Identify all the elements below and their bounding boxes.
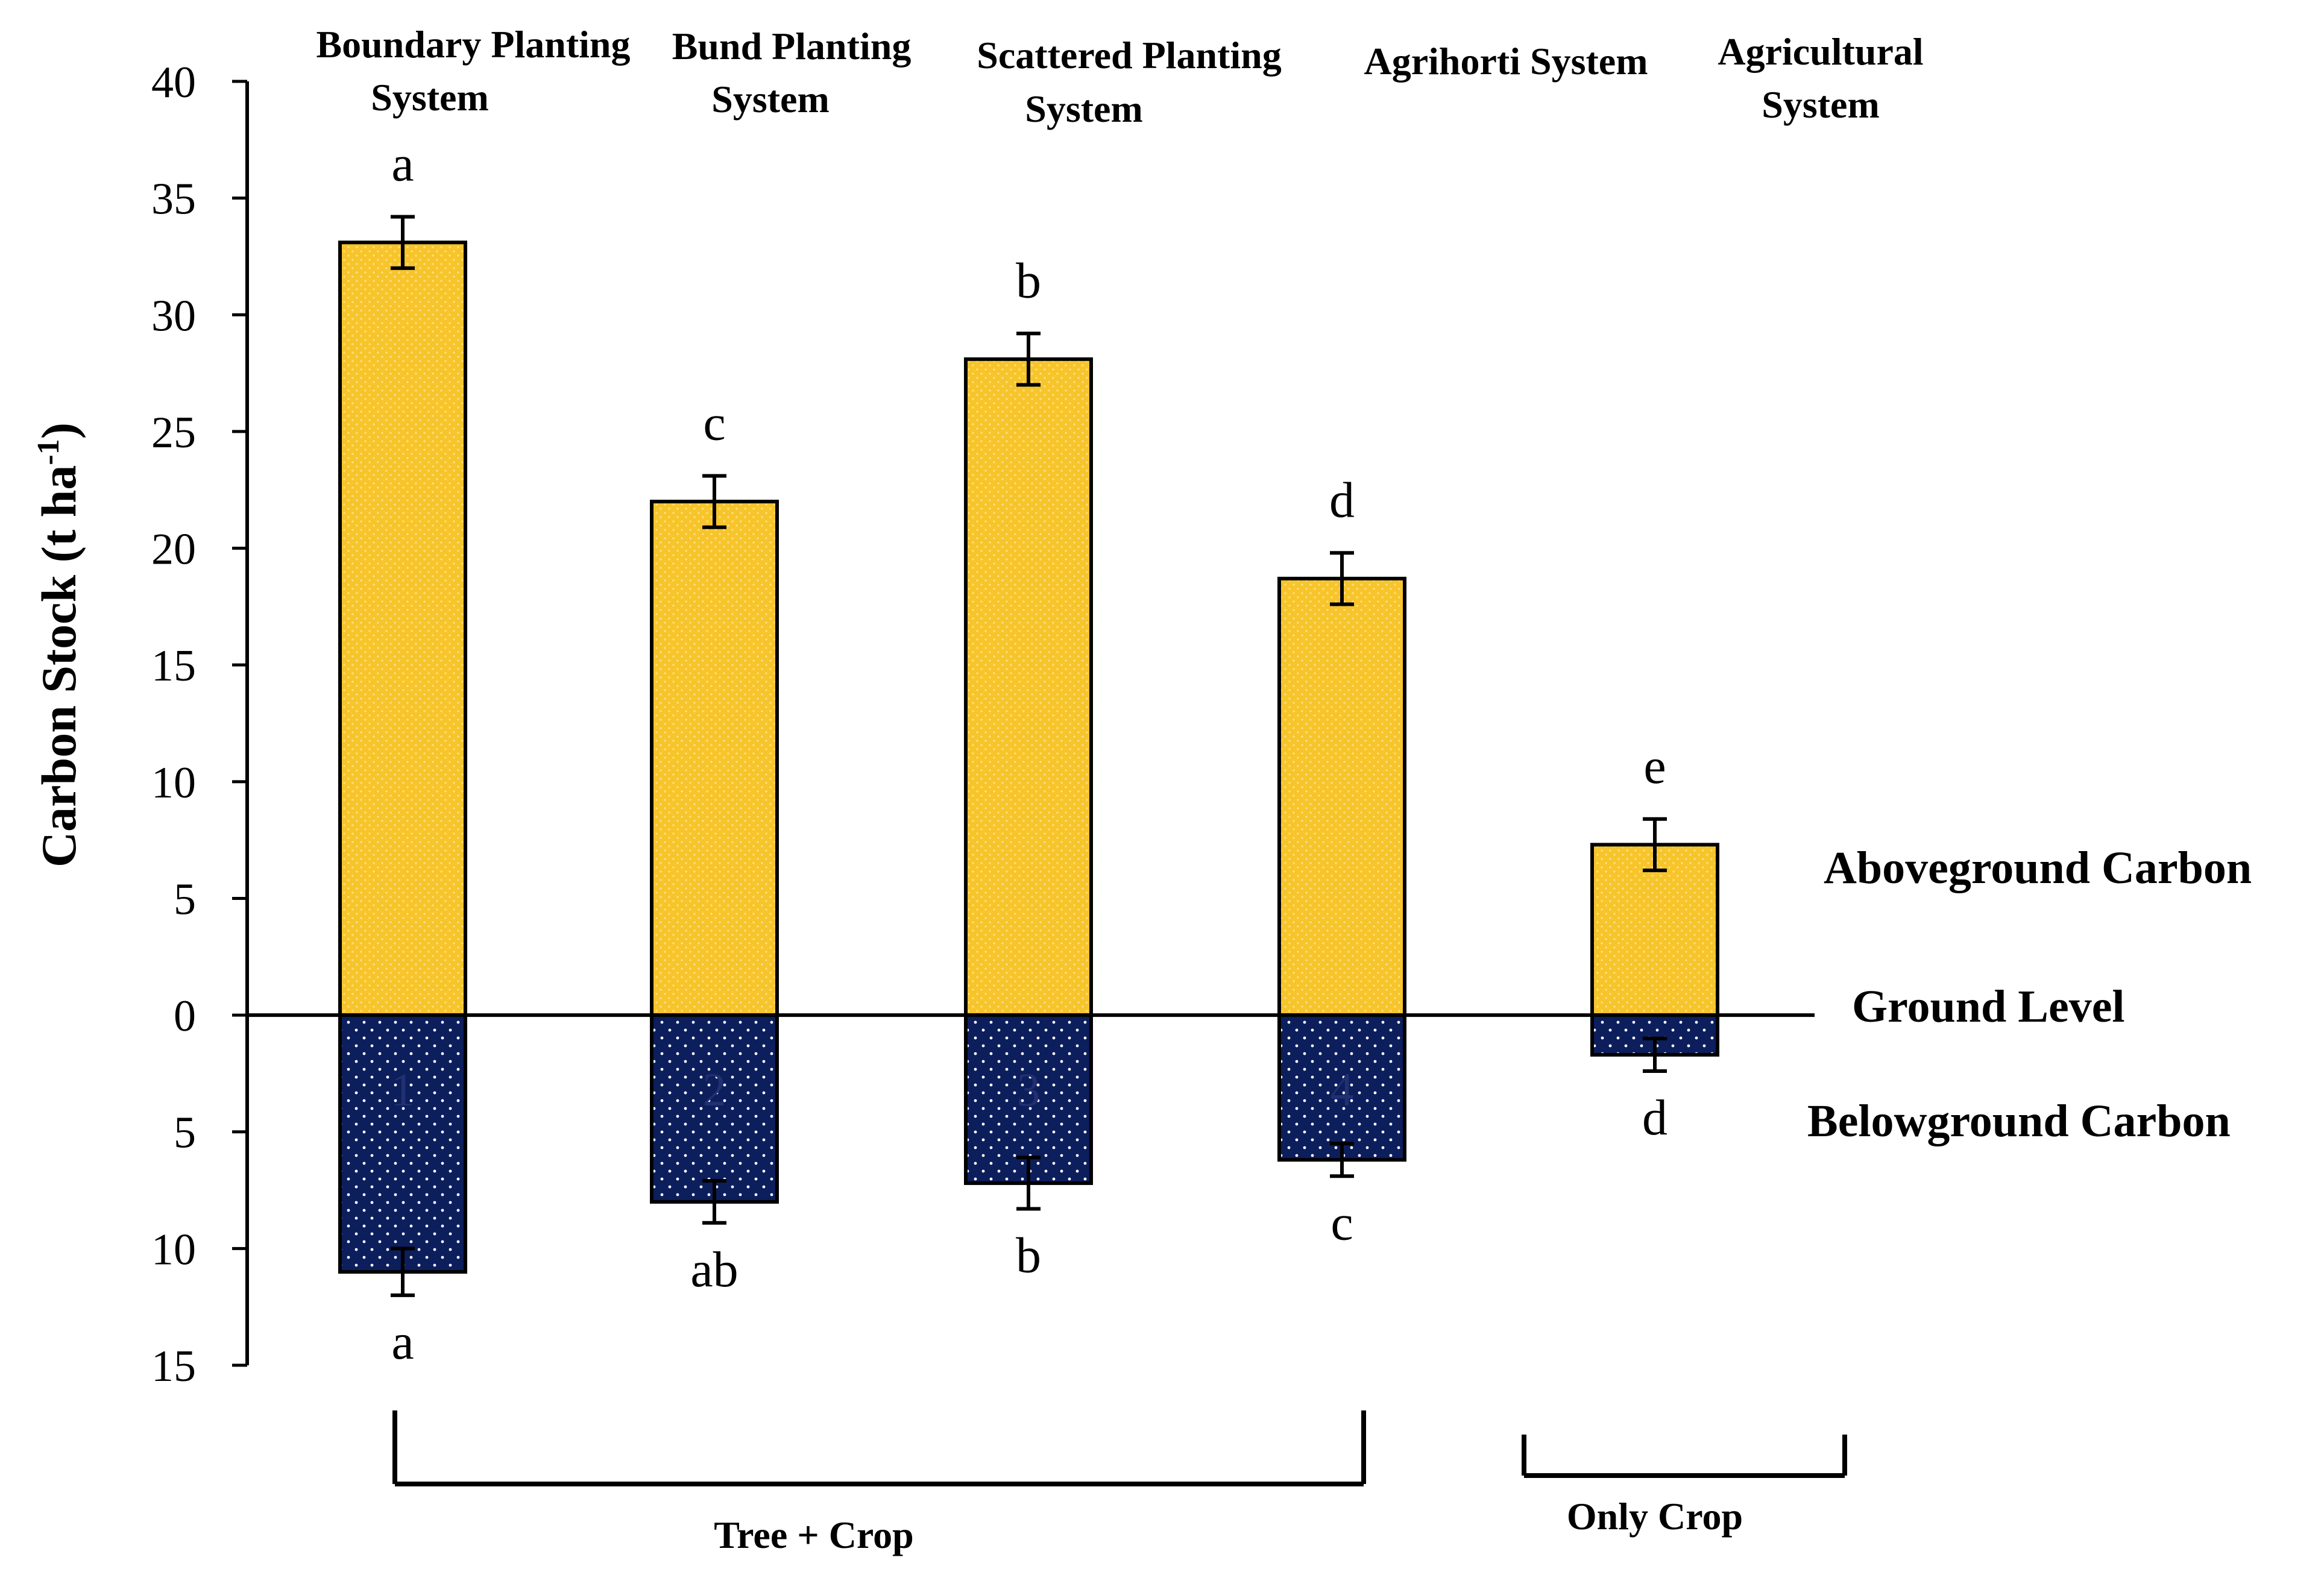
bar-number: 2 bbox=[703, 1063, 726, 1116]
y-tick-label: 15 bbox=[151, 641, 196, 691]
category-label: Boundary Planting bbox=[316, 23, 630, 66]
bar-aboveground bbox=[964, 357, 1093, 1017]
group-label: Tree + Crop bbox=[714, 1514, 914, 1556]
bar-number: 1 bbox=[391, 1063, 415, 1116]
y-tick-label: 20 bbox=[151, 525, 196, 574]
y-tick-label: 15 bbox=[151, 1342, 196, 1391]
category-label: Bund Planting bbox=[672, 25, 912, 68]
y-axis-ticks: 40 35 30 25 20 15 10 5 0 5 10 15 bbox=[151, 58, 247, 1391]
ground-level-label: Ground Level bbox=[1852, 981, 2125, 1032]
y-tick-label: 10 bbox=[151, 1225, 196, 1274]
bar-aboveground bbox=[1277, 576, 1406, 1017]
significance-letter-belowground: ab bbox=[690, 1242, 738, 1298]
y-tick-label: 35 bbox=[151, 175, 196, 224]
category-label: Scattered Planting bbox=[977, 34, 1281, 77]
bar-number: 4 bbox=[1330, 1063, 1354, 1116]
significance-letter-aboveground: d bbox=[1329, 472, 1355, 528]
y-tick-label: 10 bbox=[151, 758, 196, 808]
y-tick-label: 0 bbox=[174, 992, 196, 1041]
bars: a a 1 c ab 2 b b 3 d c 4 e d bbox=[338, 136, 1719, 1370]
bar-aboveground bbox=[650, 500, 779, 1017]
legend-aboveground: Aboveground Carbon bbox=[1824, 843, 2252, 893]
bar-aboveground bbox=[1590, 843, 1719, 1017]
significance-letter-aboveground: a bbox=[391, 136, 414, 192]
significance-letter-belowground: d bbox=[1642, 1090, 1667, 1146]
significance-letter-belowground: a bbox=[391, 1314, 414, 1370]
significance-letter-aboveground: e bbox=[1643, 738, 1666, 794]
category-label: System bbox=[1762, 83, 1880, 126]
bar-aboveground bbox=[338, 241, 467, 1017]
group-brackets: Tree + Crop Only Crop bbox=[392, 1410, 1847, 1556]
significance-letter-belowground: b bbox=[1016, 1228, 1041, 1284]
y-tick-label: 25 bbox=[151, 408, 196, 457]
category-label: System bbox=[371, 76, 489, 119]
y-tick-label: 40 bbox=[151, 58, 196, 107]
category-label: System bbox=[711, 78, 830, 121]
y-tick-label: 30 bbox=[151, 291, 196, 341]
y-axis-label: Carbon Stock (t ha-1) bbox=[31, 423, 87, 867]
significance-letter-aboveground: b bbox=[1016, 253, 1041, 309]
group-label: Only Crop bbox=[1567, 1495, 1743, 1538]
category-label: System bbox=[1025, 87, 1143, 130]
legend-belowground: Belowground Carbon bbox=[1807, 1096, 2231, 1146]
category-label: Agricultural bbox=[1718, 30, 1923, 73]
bar-number: 3 bbox=[1017, 1063, 1041, 1116]
y-axis-label-superscript: -1 bbox=[31, 439, 66, 465]
category-labels: Boundary Planting System Bund Planting Syst… bbox=[316, 23, 1923, 130]
y-tick-label: 5 bbox=[174, 1108, 196, 1158]
category-label: Agrihorti System bbox=[1364, 40, 1648, 83]
y-tick-label: 5 bbox=[174, 875, 196, 924]
significance-letter-aboveground: c bbox=[703, 395, 725, 451]
bar-belowground bbox=[338, 1013, 467, 1274]
significance-letter-belowground: c bbox=[1330, 1195, 1353, 1251]
